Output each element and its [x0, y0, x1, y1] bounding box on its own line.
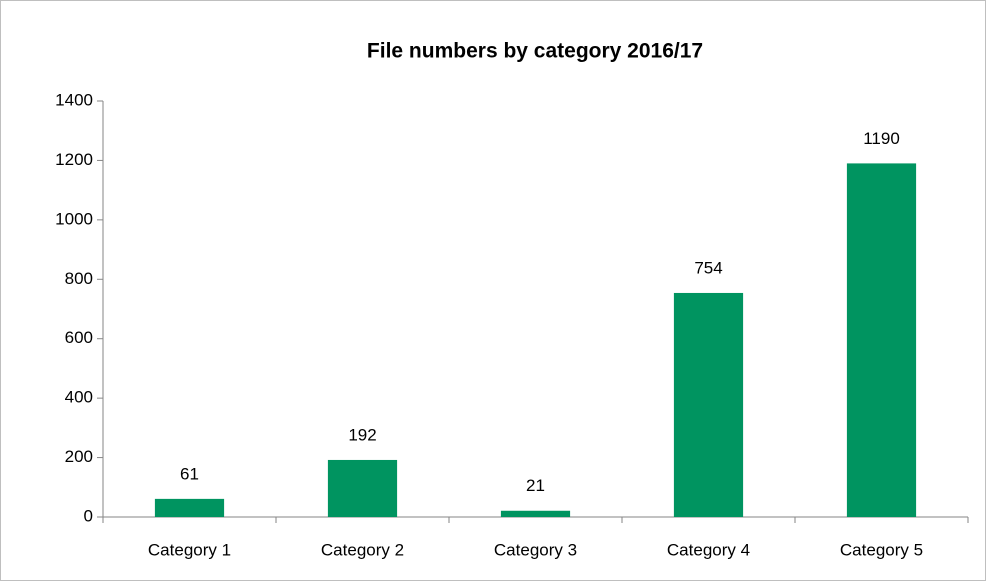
y-tick-label: 600	[65, 328, 93, 347]
bar	[846, 163, 917, 517]
y-tick-label: 200	[65, 447, 93, 466]
bar	[327, 459, 398, 517]
bar	[154, 498, 225, 517]
y-tick-label: 1400	[55, 90, 93, 109]
x-tick-label: Category 1	[148, 540, 231, 559]
bar	[500, 510, 571, 517]
data-label: 754	[694, 258, 722, 277]
chart-title: File numbers by category 2016/17	[367, 40, 703, 63]
x-tick-label: Category 3	[494, 540, 577, 559]
data-label: 21	[526, 476, 545, 495]
y-tick-label: 1000	[55, 209, 93, 228]
y-tick-label: 400	[65, 388, 93, 407]
x-tick-label: Category 2	[321, 540, 404, 559]
x-tick-label: Category 5	[840, 540, 923, 559]
y-tick-label: 0	[84, 506, 93, 525]
y-tick-label: 1200	[55, 150, 93, 169]
x-tick-label: Category 4	[667, 540, 750, 559]
bar	[673, 292, 744, 517]
data-label: 61	[180, 464, 199, 483]
y-tick-label: 800	[65, 269, 93, 288]
data-label: 192	[348, 425, 376, 444]
data-label: 1190	[863, 129, 900, 148]
